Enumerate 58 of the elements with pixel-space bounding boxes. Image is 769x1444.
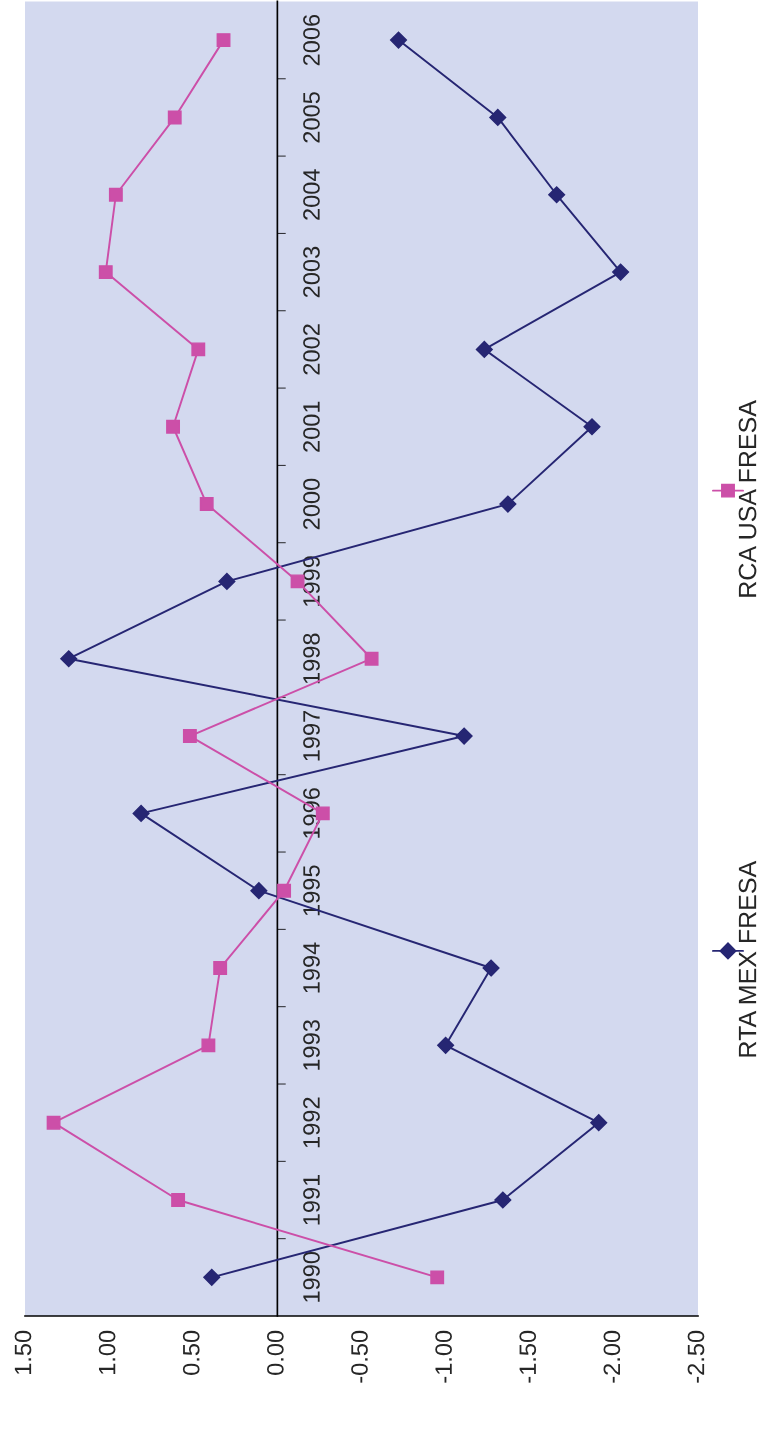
x-tick-label: 0.50 [182,1330,200,1375]
point [250,882,268,900]
point [482,959,500,977]
point [216,33,231,48]
x-tick-label: -1.00 [435,1330,452,1383]
legend-label: RTA MEX FRESA [738,860,757,1057]
point [46,1115,61,1130]
point [364,651,379,666]
point [437,1036,455,1054]
point [167,110,182,125]
y-tick-label: 2001 [303,401,320,452]
x-tick-label: -2.50 [687,1330,705,1383]
legend-label: RCA USA FRESA [738,400,757,597]
point [277,883,292,898]
x-tick-label: 0.00 [266,1330,284,1375]
y-tick-label: 2003 [303,246,320,298]
point [203,1268,221,1286]
y-tick-label: 1993 [303,1020,320,1070]
y-tick-label: 1992 [303,1097,320,1148]
y-tick-label: 1994 [303,942,320,993]
point [182,729,197,743]
point [201,1038,216,1053]
point [455,727,473,745]
point [612,263,630,281]
point [191,342,206,357]
point [499,495,517,513]
x-tick-label: 1.00 [98,1330,116,1375]
y-tick-label: 1995 [303,865,320,916]
point [213,961,228,975]
point [132,804,150,822]
y-tick-label: 2005 [303,92,320,143]
point [171,1193,186,1207]
point [475,340,493,358]
x-tick-label: -1.50 [519,1330,537,1383]
point [430,1270,445,1285]
point [583,418,601,436]
point [590,1114,608,1132]
y-tick-label: 2004 [303,169,320,220]
y-tick-label: 1997 [303,710,320,761]
y-tick-label: 2006 [303,14,320,66]
point [548,186,566,204]
x-tick-label: -0.50 [351,1330,368,1383]
y-tick-label: 1990 [303,1251,320,1302]
point [199,497,214,512]
x-tick-label: -2.00 [603,1330,621,1383]
point [494,1191,512,1209]
point [218,572,236,590]
x-tick-label: 1.50 [14,1330,32,1375]
point [166,419,181,434]
point [489,108,507,126]
y-tick-label: 1991 [303,1174,320,1225]
point [60,650,78,668]
point [108,187,123,202]
point [98,265,113,280]
point [389,31,408,49]
y-tick-label: 2000 [303,478,320,530]
y-tick-label: 1998 [303,633,320,684]
y-tick-label: 2002 [303,324,320,375]
